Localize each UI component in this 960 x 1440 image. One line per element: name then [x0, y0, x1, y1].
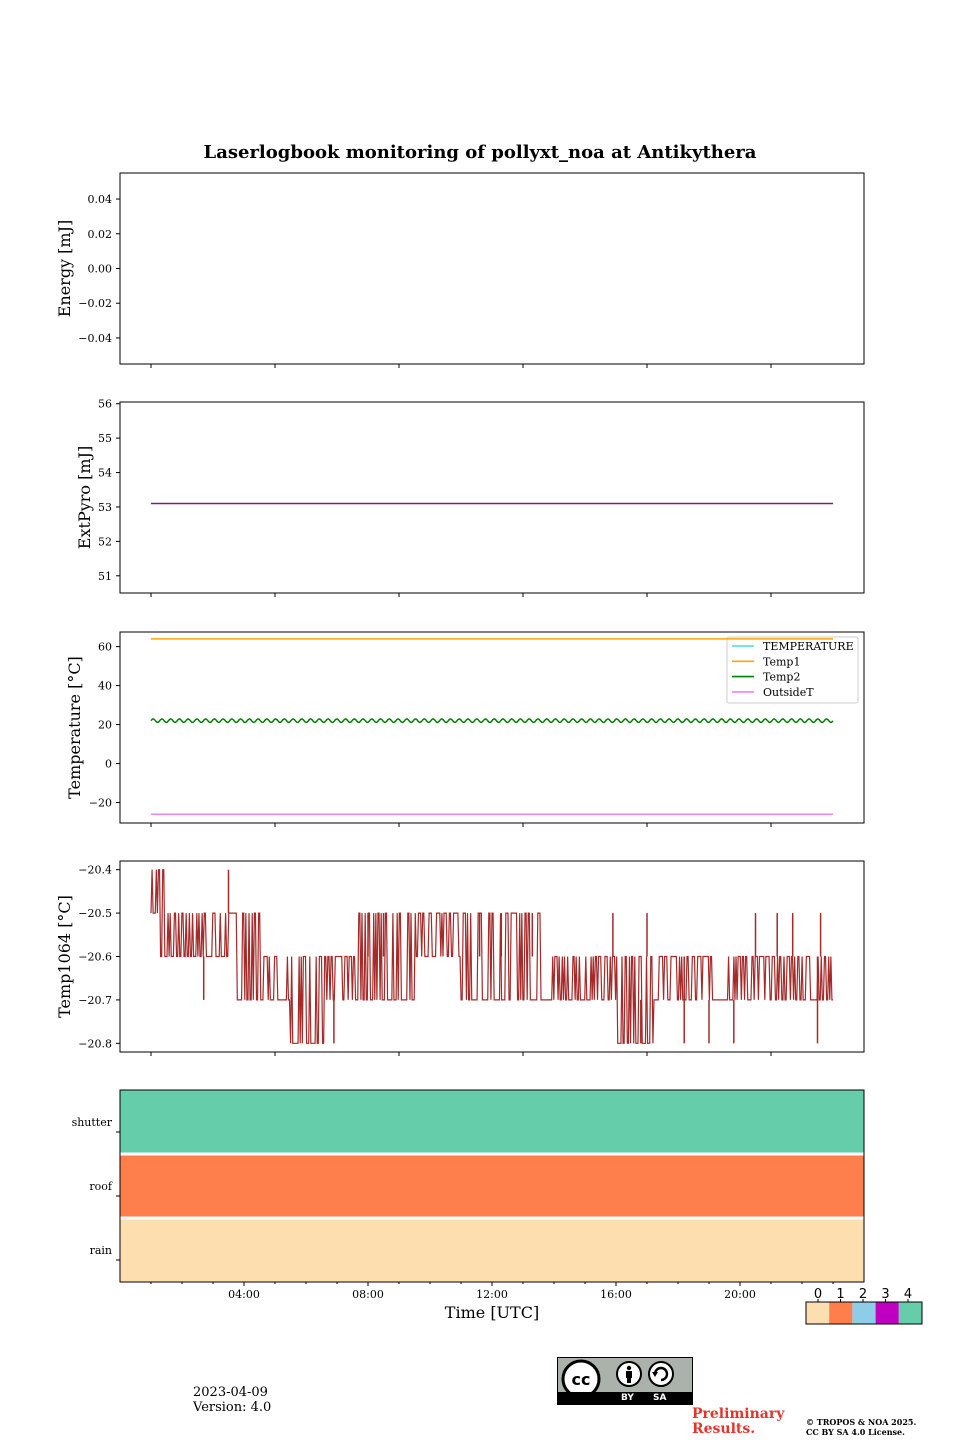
extpyro-y-tick-label: 56 — [98, 398, 112, 411]
temperature-legend: TEMPERATURE Temp1 Temp2 OutsideT — [726, 636, 859, 704]
colorbar-swatch-4 — [898, 1302, 922, 1324]
energy-y-tick-label: −0.04 — [78, 332, 112, 345]
extpyro-y-tick-label: 55 — [98, 432, 112, 445]
temperature-y-tick-label: 60 — [98, 641, 112, 654]
extpyro-y-tick-label: 53 — [98, 501, 112, 514]
energy-axes-frame — [119, 172, 865, 365]
figure-title: Laserlogbook monitoring of pollyxt_noa a… — [204, 142, 757, 163]
extpyro-y-tick-label: 54 — [98, 467, 112, 480]
cc-sa-label: SA — [653, 1393, 667, 1403]
colorbar-tick-label: 3 — [881, 1287, 889, 1302]
energy-y-tick-label: 0.00 — [88, 263, 113, 276]
copyright-line-1: © TROPOS & NOA 2025. — [806, 1417, 917, 1427]
energy-y-tick-label: 0.04 — [88, 193, 113, 206]
x-axis-label: Time [UTC] — [445, 1303, 539, 1322]
colorbar-tick-label: 1 — [836, 1287, 844, 1302]
energy-y-tick-label: −0.02 — [78, 297, 112, 310]
energy-y-axis-label: Energy [mJ] — [55, 220, 74, 318]
temperature-y-tick-label: −20 — [89, 797, 112, 810]
status-panel: Time [UTC] shutter roof rain 04:00 08:00 12:0… — [72, 1089, 865, 1322]
temperature-axes-frame — [119, 631, 865, 824]
colorbar-tick-label: 4 — [904, 1287, 912, 1302]
extpyro-y-tick-label: 52 — [98, 535, 112, 548]
colorbar-tick-label: 2 — [859, 1287, 867, 1302]
legend-label-temp2: Temp2 — [763, 671, 800, 684]
colorbar-frame — [805, 1301, 923, 1325]
temperature-y-axis-label: Temperature [°C] — [65, 656, 84, 799]
temperature-y-tick-label: 0 — [105, 758, 112, 771]
temperature-y-tick-label: 40 — [98, 680, 112, 693]
colorbar-tick-label: 0 — [814, 1287, 822, 1302]
legend-label-temperature: TEMPERATURE — [763, 640, 854, 653]
status-row-label-roof: roof — [89, 1180, 113, 1193]
temp1064-y-tick-label: −20.7 — [78, 994, 112, 1007]
temp1064-y-tick-label: −20.8 — [78, 1037, 112, 1050]
cc-badge-bar: BY SA — [558, 1392, 692, 1404]
extpyro-y-axis-label: ExtPyro [mJ] — [75, 446, 94, 549]
results-label: Results. — [692, 1421, 756, 1437]
status-row-roof — [120, 1154, 864, 1218]
version-label: Version: 4.0 — [193, 1400, 272, 1415]
share-alike-icon — [648, 1361, 674, 1387]
copyright-line-2: CC BY SA 4.0 License. — [806, 1427, 905, 1437]
temp1064-y-axis-label: Temp1064 [°C] — [55, 895, 74, 1018]
x-tick-label: 16:00 — [600, 1288, 632, 1301]
colorbar-swatch-0 — [806, 1302, 830, 1324]
cc-badge-icons: cc — [561, 1359, 674, 1392]
x-tick-label: 20:00 — [724, 1288, 756, 1301]
temp1064-panel: Temp1064 [°C] −20.4 −20.5 −20.6 −20.7 −20.8 — [55, 860, 865, 1056]
energy-y-tick-label: 0.02 — [88, 228, 113, 241]
extpyro-axes-frame — [119, 401, 865, 594]
colorbar-swatch-3 — [875, 1302, 899, 1324]
legend-label-outsidet: OutsideT — [763, 686, 814, 699]
x-tick-label: 04:00 — [228, 1288, 260, 1301]
legend-box — [726, 636, 859, 704]
temp1064-series-line — [150, 869, 833, 1044]
colorbar-swatch-1 — [829, 1302, 853, 1324]
temperature-y-tick-label: 20 — [98, 719, 112, 732]
extpyro-panel: ExtPyro [mJ] 56 55 54 53 52 51 — [75, 398, 865, 597]
temp2-series-line — [150, 718, 834, 724]
cc-icon: cc — [561, 1359, 601, 1392]
temp1064-y-tick-label: −20.4 — [78, 864, 112, 877]
status-row-shutter — [120, 1090, 864, 1154]
cc-by-label: BY — [621, 1393, 634, 1403]
cc-license-badge: cc BY SA — [557, 1357, 693, 1405]
preliminary-label: Preliminary — [692, 1406, 785, 1422]
temp1064-axes-frame — [119, 860, 865, 1053]
person-icon — [616, 1361, 642, 1387]
temp1064-y-tick-label: −20.5 — [78, 907, 112, 920]
status-row-label-shutter: shutter — [72, 1116, 113, 1129]
date-label: 2023-04-09 — [193, 1385, 268, 1400]
legend-label-temp1: Temp1 — [763, 655, 800, 668]
svg-text:cc: cc — [572, 1370, 591, 1389]
temperature-panel: Temperature [°C] TEMPERATURE Temp1 Temp2… — [65, 631, 865, 827]
colorbar-swatch-2 — [852, 1302, 876, 1324]
temp1064-y-tick-label: −20.6 — [78, 951, 112, 964]
x-tick-label: 08:00 — [352, 1288, 384, 1301]
status-row-label-rain: rain — [90, 1244, 112, 1257]
status-row-rain — [120, 1218, 864, 1282]
extpyro-y-tick-label: 51 — [98, 570, 112, 583]
energy-panel: Energy [mJ] 0.04 0.02 0.00 −0.02 −0.04 — [55, 172, 865, 368]
x-tick-label: 12:00 — [476, 1288, 508, 1301]
